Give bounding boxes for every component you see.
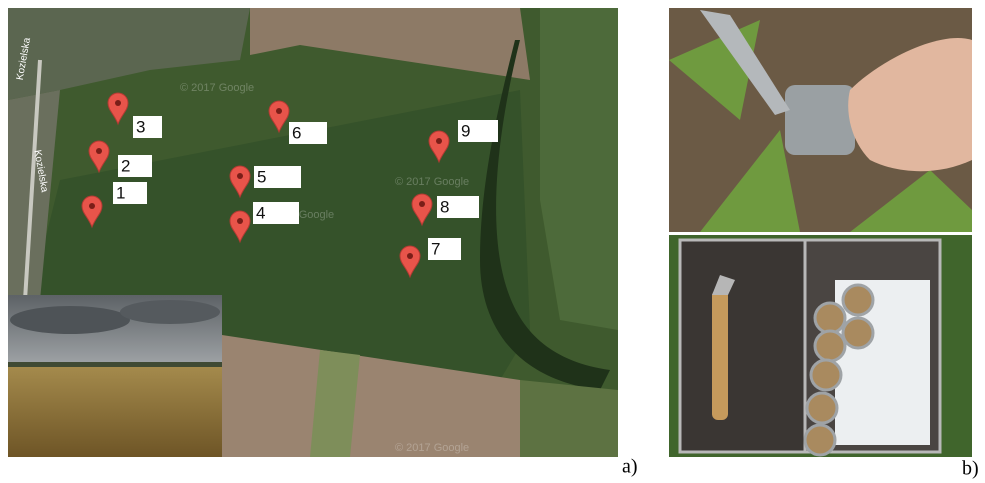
sample-can: [843, 318, 873, 348]
sample-box-photo: [669, 235, 972, 457]
marker-label: 1: [116, 183, 125, 202]
panel-label: b): [962, 458, 979, 480]
sample-can: [843, 285, 873, 315]
pin-dot: [276, 108, 282, 114]
panel-label: a): [622, 456, 638, 478]
pin-dot: [237, 218, 243, 224]
sample-can: [811, 360, 841, 390]
marker-label: 5: [257, 167, 266, 186]
sampling-photo: [669, 8, 972, 232]
marker-label: 9: [461, 121, 470, 140]
sample-can: [815, 303, 845, 333]
watermark: © 2017 Google: [395, 442, 469, 454]
pin-dot: [407, 253, 413, 259]
sample-can: [807, 393, 837, 423]
pin-dot: [237, 173, 243, 179]
figure: Kozielska Kozielska © 2017 Google © 2017…: [0, 0, 985, 483]
field-photo: [8, 295, 222, 457]
marker-label: 4: [256, 203, 265, 222]
marker-label: 7: [431, 239, 440, 258]
pin-dot: [89, 203, 95, 209]
marker-label: 2: [121, 156, 130, 175]
pin-dot: [96, 148, 102, 154]
marker-label: 3: [136, 117, 145, 136]
pin-dot: [436, 138, 442, 144]
sample-can: [815, 331, 845, 361]
marker-label: 8: [440, 197, 449, 216]
watermark: © 2017 Google: [180, 82, 254, 94]
watermark: © 2017 Google: [395, 176, 469, 188]
pin-dot: [419, 201, 425, 207]
sample-can: [805, 425, 835, 455]
marker-label: 6: [292, 123, 301, 142]
pin-dot: [115, 100, 121, 106]
